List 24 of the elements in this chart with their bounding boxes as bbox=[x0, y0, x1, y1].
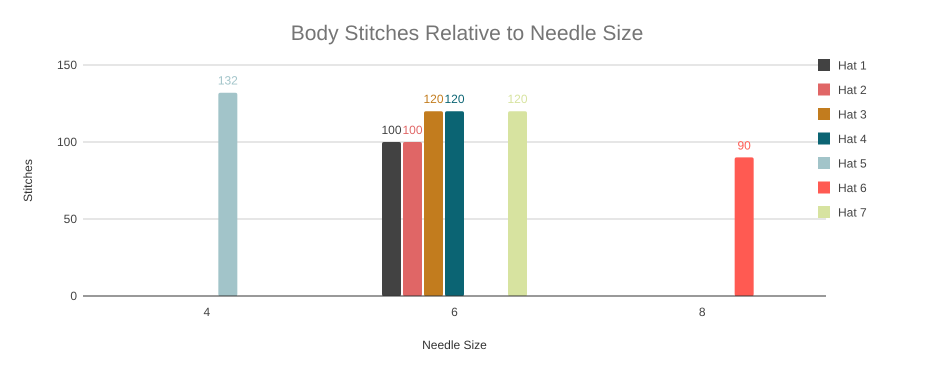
legend-label: Hat 3 bbox=[838, 108, 868, 122]
legend-label: Hat 4 bbox=[838, 132, 868, 146]
legend-label: Hat 7 bbox=[838, 206, 868, 220]
y-tick-label: 50 bbox=[64, 212, 78, 226]
legend-label: Hat 5 bbox=[838, 156, 868, 170]
legend-label: Hat 6 bbox=[838, 181, 868, 195]
x-tick-label: 8 bbox=[698, 305, 706, 319]
y-axis-title: Stitches bbox=[21, 159, 35, 202]
y-tick-label: 100 bbox=[56, 135, 78, 149]
y-tick-label: 0 bbox=[70, 289, 78, 303]
data-label: 120 bbox=[444, 92, 465, 106]
chart-title: Body Stitches Relative to Needle Size bbox=[290, 22, 644, 45]
data-label: 120 bbox=[423, 92, 444, 106]
data-label: 100 bbox=[402, 123, 423, 137]
y-tick-label: 150 bbox=[56, 58, 78, 72]
x-tick-label: 6 bbox=[451, 305, 458, 319]
x-axis-title: Needle Size bbox=[422, 338, 488, 352]
data-label: 90 bbox=[737, 138, 752, 152]
data-label: 120 bbox=[507, 92, 528, 106]
data-label: 100 bbox=[381, 123, 402, 137]
x-tick-label: 4 bbox=[203, 305, 210, 319]
legend-label: Hat 1 bbox=[838, 58, 868, 72]
data-label: 132 bbox=[218, 74, 238, 88]
legend-label: Hat 2 bbox=[838, 83, 868, 97]
